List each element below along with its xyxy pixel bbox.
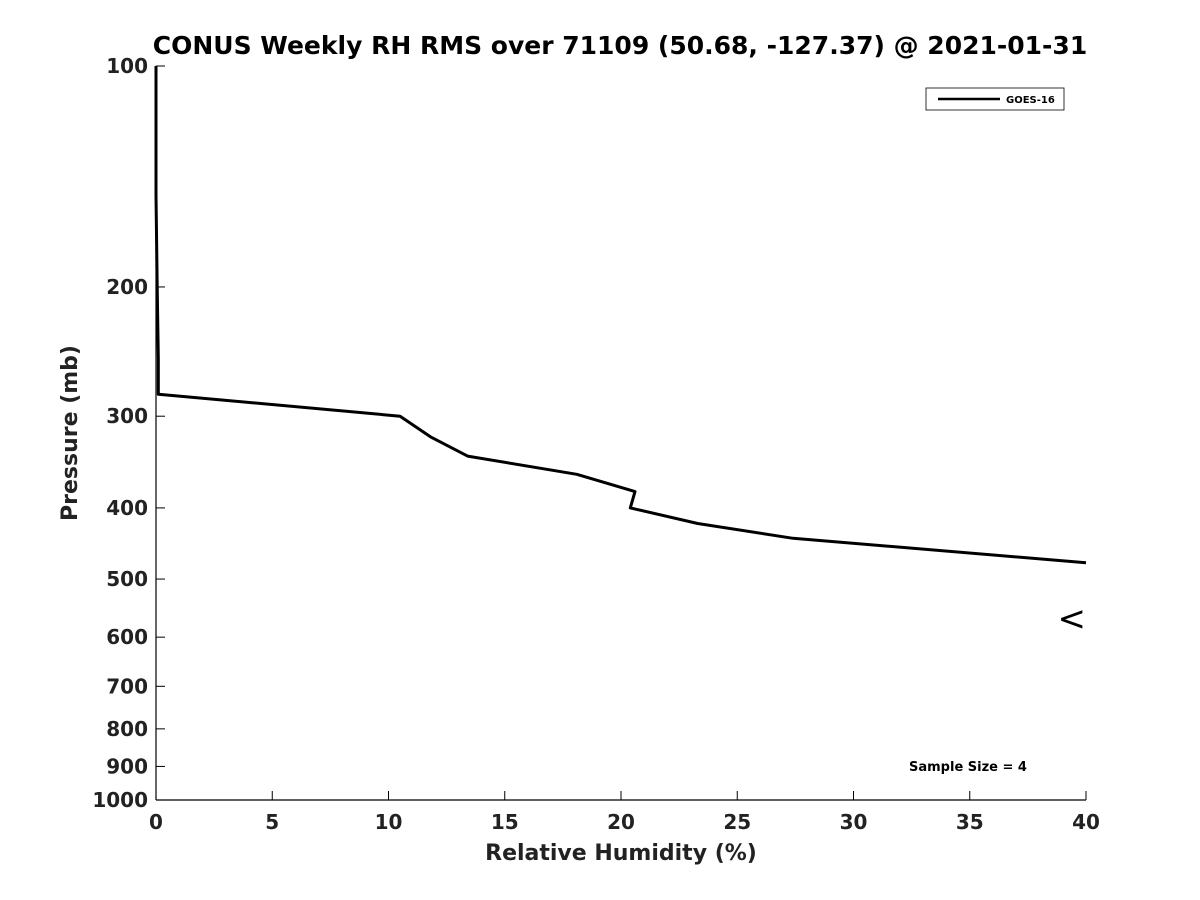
x-ticks: 0 5 10 15 20 25 30 35 40 [149,791,1100,834]
y-tick-label: 500 [106,567,148,591]
y-tick-label: 200 [106,275,148,299]
offscale-marker: < [1058,599,1087,639]
x-axis-label: Relative Humidity (%) [485,841,757,866]
series-layer [154,66,1087,565]
x-tick-label: 5 [265,810,279,834]
y-tick-label: 900 [106,754,148,778]
y-axis-label: Pressure (mb) [58,345,83,521]
x-tick-label: 20 [607,810,635,834]
x-tick-label: 30 [840,810,868,834]
y-tick-label: 300 [106,404,148,428]
y-tick-label: 700 [106,674,148,698]
legend-label-goes-16: GOES-16 [1006,95,1055,106]
sample-size-label: Sample Size = 4 [909,760,1027,775]
y-tick-label: 800 [106,717,148,741]
x-tick-label: 40 [1072,810,1100,834]
y-tick-label: 1000 [92,788,148,812]
y-tick-label: 100 [106,54,148,78]
x-tick-label: 0 [149,810,163,834]
chart-title: CONUS Weekly RH RMS over 71109 (50.68, -… [153,31,1087,60]
y-tick-label: 400 [106,496,148,520]
y-tick-label: 600 [106,625,148,649]
axes [155,66,1086,801]
legend: GOES-16 [925,87,1065,111]
x-tick-label: 15 [491,810,519,834]
x-tick-label: 25 [723,810,751,834]
y-ticks: 100 200 300 400 500 600 700 800 900 1000 [92,54,165,812]
x-tick-label: 10 [375,810,403,834]
x-tick-label: 35 [956,810,984,834]
series-line-goes-16 [154,66,1087,565]
